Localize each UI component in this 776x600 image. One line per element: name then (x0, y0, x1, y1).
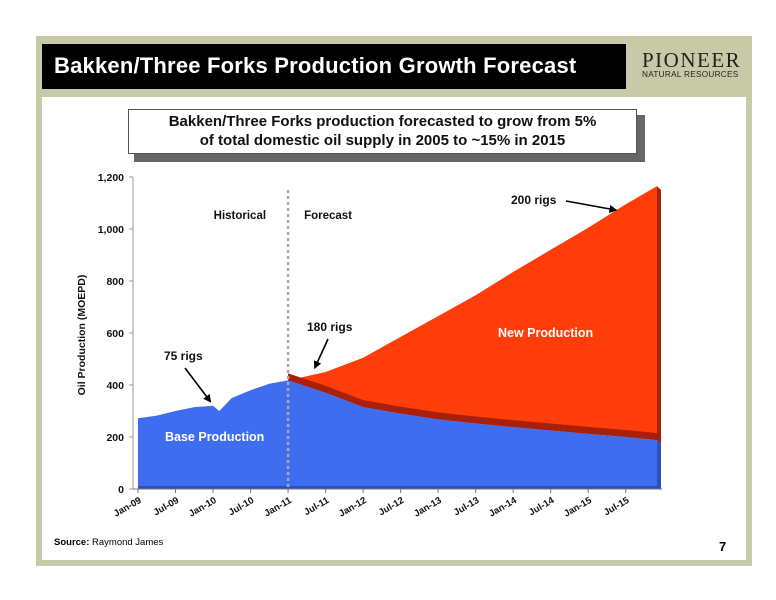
base-production-label: Base Production (165, 430, 264, 444)
x-tick-label: Jan-09 (112, 495, 144, 520)
x-tick-label: Jan-12 (337, 495, 369, 520)
annotation-180-rigs-arrow (313, 338, 329, 370)
base-floor-shading (138, 486, 661, 489)
source-note: Source: Raymond James (54, 537, 163, 548)
new-production-shading (288, 373, 657, 441)
logo-subtitle: NATURAL RESOURCES (642, 70, 739, 79)
company-logo: PIONEER NATURAL RESOURCES (634, 42, 746, 82)
y-tick-label: 400 (106, 380, 124, 392)
new-production-edge (657, 186, 661, 445)
x-tick-label: Jan-13 (412, 495, 444, 520)
page-number: 7 (719, 539, 727, 554)
y-axis-label: Oil Production (MOEPD) (76, 275, 88, 396)
new-production-label: New Production (498, 326, 593, 340)
x-tick-label: Jul-15 (602, 495, 632, 519)
annotation-200-rigs-arrow (565, 200, 618, 213)
x-tick-label: Jul-09 (152, 495, 181, 518)
x-tick-label: Jul-14 (527, 495, 557, 519)
callout-box: Bakken/Three Forks production forecasted… (128, 109, 637, 154)
x-tick-label: Jan-10 (187, 495, 219, 520)
x-tick-label: Jul-13 (452, 495, 481, 518)
x-tick-label: Jul-12 (377, 495, 406, 518)
base-production-area (138, 380, 657, 489)
annotation-200-rigs: 200 rigs (511, 193, 557, 207)
slide-title: Bakken/Three Forks Production Growth For… (54, 53, 577, 78)
source-label: Source: (54, 537, 90, 548)
new-production-area (288, 186, 657, 441)
x-tick-label: Jan-11 (262, 495, 294, 520)
x-tick-label: Jan-15 (562, 495, 594, 520)
x-tick-label: Jul-10 (227, 495, 256, 518)
y-tick-label: 200 (106, 432, 124, 444)
source-text: Raymond James (89, 537, 164, 548)
x-tick-label: Jul-11 (302, 495, 331, 518)
annotation-180-rigs: 180 rigs (307, 320, 353, 334)
forecast-label: Forecast (304, 210, 352, 222)
y-tick-label: 800 (106, 276, 124, 288)
annotation-75-rigs-arrow (184, 367, 212, 403)
y-tick-label: 600 (106, 328, 124, 340)
base-production-edge (657, 440, 661, 489)
callout-line-2: of total domestic oil supply in 2005 to … (199, 132, 566, 149)
y-tick-label: 0 (118, 484, 124, 496)
historical-label: Historical (214, 210, 266, 222)
y-tick-label: 1,200 (98, 172, 124, 184)
x-tick-label: Jan-14 (487, 495, 519, 520)
logo-name: PIONEER (642, 48, 742, 72)
title-bar: Bakken/Three Forks Production Growth For… (42, 44, 626, 89)
annotation-75-rigs: 75 rigs (164, 349, 203, 363)
y-tick-label: 1,000 (98, 224, 124, 236)
callout-line-1: Bakken/Three Forks production forecasted… (168, 113, 597, 130)
